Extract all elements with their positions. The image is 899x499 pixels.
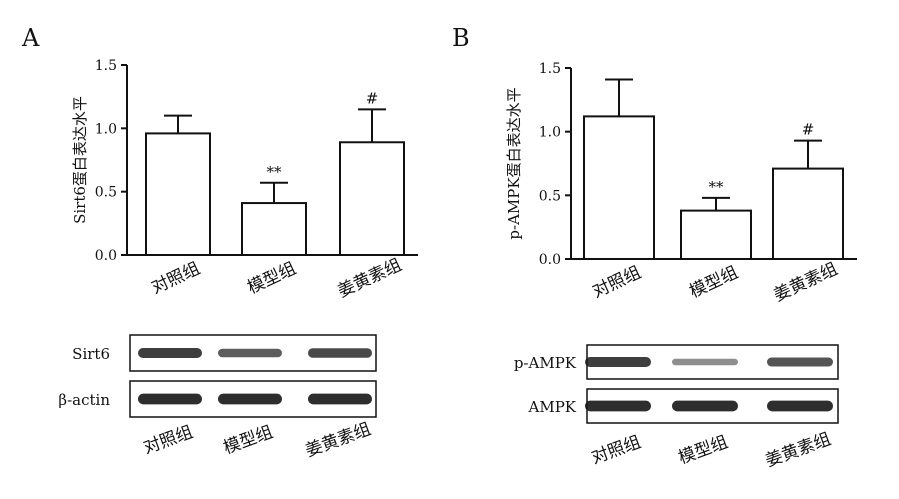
blot-band xyxy=(672,358,738,366)
y-tick-label: 1.0 xyxy=(539,125,561,141)
x-tick-label: 模型组 xyxy=(245,259,300,299)
blot-band xyxy=(138,393,202,405)
bar xyxy=(145,132,211,256)
blot-lane-label: 模型组 xyxy=(221,422,276,458)
panel-label: B xyxy=(452,24,470,52)
y-axis-title: Sirt6蛋白表达水平 xyxy=(71,96,89,224)
blot-band xyxy=(308,348,372,358)
y-tick-label: 1.5 xyxy=(95,58,117,74)
blot-row-label: AMPK xyxy=(528,398,577,416)
y-tick-label: 0.5 xyxy=(95,185,117,201)
blot-band xyxy=(672,400,738,412)
blot-row-label: Sirt6 xyxy=(72,345,110,363)
x-tick-label: 姜黄素组 xyxy=(335,255,405,302)
x-tick-label: 对照组 xyxy=(590,263,645,303)
blot-lane-label: 姜黄素组 xyxy=(303,419,374,461)
blot-lane-label: 对照组 xyxy=(141,422,196,458)
y-tick-label: 1.0 xyxy=(95,121,117,137)
blot-lane-label: 对照组 xyxy=(589,432,644,468)
blot-band xyxy=(767,357,833,367)
blot-band xyxy=(767,400,833,412)
significance-mark: ** xyxy=(267,163,283,181)
bar xyxy=(680,209,752,260)
bar xyxy=(772,167,844,261)
blot-band xyxy=(218,393,282,405)
significance-mark: ** xyxy=(709,178,725,196)
y-tick-label: 0.0 xyxy=(95,248,117,264)
significance-mark: # xyxy=(802,121,815,139)
blot-row-label: β-actin xyxy=(58,391,110,409)
x-tick-label: 对照组 xyxy=(149,259,204,299)
blot-band xyxy=(585,400,651,412)
panel-label: A xyxy=(21,24,40,52)
blot-band xyxy=(138,348,202,358)
blot-row-label: p-AMPK xyxy=(514,354,577,372)
bar xyxy=(241,202,307,256)
y-tick-label: 0.5 xyxy=(539,188,561,204)
bar xyxy=(583,115,655,260)
y-axis-title: p-AMPK蛋白表达水平 xyxy=(505,87,523,239)
x-tick-label: 姜黄素组 xyxy=(771,259,841,306)
y-tick-label: 0.0 xyxy=(539,252,561,268)
blot-band xyxy=(308,393,372,405)
blot-lane-label: 姜黄素组 xyxy=(763,429,834,471)
bar xyxy=(339,141,405,256)
blot-band xyxy=(585,357,651,367)
x-tick-label: 模型组 xyxy=(687,263,742,303)
blot-band xyxy=(218,348,282,358)
y-tick-label: 1.5 xyxy=(539,61,561,77)
significance-mark: # xyxy=(366,89,379,107)
blot-lane-label: 模型组 xyxy=(676,432,731,468)
